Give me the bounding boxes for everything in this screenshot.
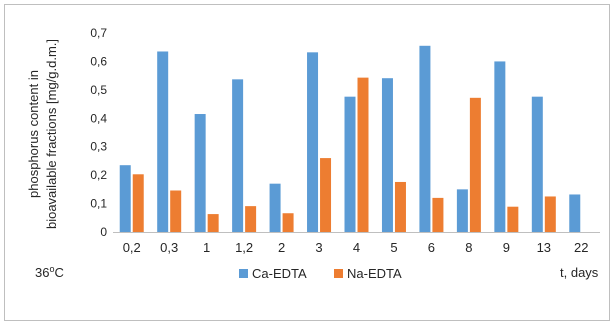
y-axis-ticks: 0 0,1 0,2 0,3 0,4 0,5 0,6 0,7 — [90, 26, 107, 239]
bar-na-edta — [245, 206, 257, 232]
bar-na-edta — [207, 214, 219, 232]
chart-frame — [4, 4, 610, 321]
x-tick-label: 6 — [428, 240, 435, 255]
bar-na-edta — [507, 206, 519, 232]
y-tick-label: 0 — [100, 225, 107, 239]
y-tick-label: 0,1 — [90, 197, 107, 211]
legend-label-ca-edta: Ca-EDTA — [252, 266, 307, 281]
bar-ca-edta — [344, 96, 356, 233]
bar-na-edta — [432, 197, 444, 232]
x-tick-label: 1 — [203, 240, 210, 255]
bar-ca-edta — [456, 189, 468, 232]
bar-ca-edta — [494, 61, 506, 232]
temperature-value: 36 — [35, 265, 49, 280]
bars — [119, 45, 581, 233]
y-tick-label: 0,5 — [90, 83, 107, 97]
bar-ca-edta — [381, 78, 393, 232]
x-tick-label: 3 — [315, 240, 322, 255]
bar-na-edta — [544, 196, 556, 232]
bar-ca-edta — [269, 183, 281, 232]
bar-ca-edta — [194, 114, 206, 232]
bar-na-edta — [394, 181, 406, 232]
bar-na-edta — [132, 174, 144, 232]
y-tick-label: 0,2 — [90, 168, 107, 182]
x-tick-label: 4 — [353, 240, 360, 255]
bar-ca-edta — [419, 45, 431, 232]
y-tick-label: 0,3 — [90, 140, 107, 154]
y-tick-label: 0,6 — [90, 54, 107, 68]
x-axis-label: t, days — [560, 265, 599, 280]
x-tick-label: 1,2 — [235, 240, 253, 255]
y-axis-label-line-1: phosphorus content in — [26, 70, 41, 198]
bar-ca-edta — [157, 51, 169, 232]
bar-na-edta — [357, 77, 369, 232]
x-tick-label: 13 — [537, 240, 551, 255]
x-tick-label: 0,2 — [123, 240, 141, 255]
legend-swatch-ca-edta — [239, 269, 248, 278]
temperature-degree: o — [49, 264, 54, 274]
bar-na-edta — [469, 97, 481, 233]
x-tick-label: 9 — [503, 240, 510, 255]
bar-ca-edta — [569, 194, 581, 232]
bar-na-edta — [282, 213, 294, 232]
bar-ca-edta — [531, 96, 543, 233]
temperature-label: 36oC — [35, 264, 64, 280]
y-tick-label: 0,7 — [90, 26, 107, 40]
y-axis-label: phosphorus content in bioavailable fract… — [26, 39, 59, 229]
y-tick-label: 0,4 — [90, 111, 107, 125]
bar-na-edta — [320, 158, 332, 232]
bar-ca-edta — [307, 52, 319, 233]
bar-ca-edta — [119, 165, 131, 232]
legend-label-na-edta: Na-EDTA — [347, 266, 402, 281]
legend-swatch-na-edta — [334, 269, 343, 278]
x-tick-label: 2 — [278, 240, 285, 255]
temperature-unit: C — [54, 265, 63, 280]
x-tick-label: 22 — [574, 240, 588, 255]
x-axis-ticks: 0,2 0,3 1 1,2 2 3 4 5 6 8 9 13 22 — [123, 240, 589, 255]
bar-ca-edta — [232, 79, 244, 233]
x-tick-label: 0,3 — [160, 240, 178, 255]
legend: Ca-EDTA Na-EDTA — [239, 266, 402, 281]
x-tick-label: 8 — [465, 240, 472, 255]
x-tick-label: 5 — [390, 240, 397, 255]
bar-na-edta — [170, 190, 182, 232]
y-axis-label-line-2: bioavailable fractions [mg/g.d.m.] — [44, 39, 59, 229]
